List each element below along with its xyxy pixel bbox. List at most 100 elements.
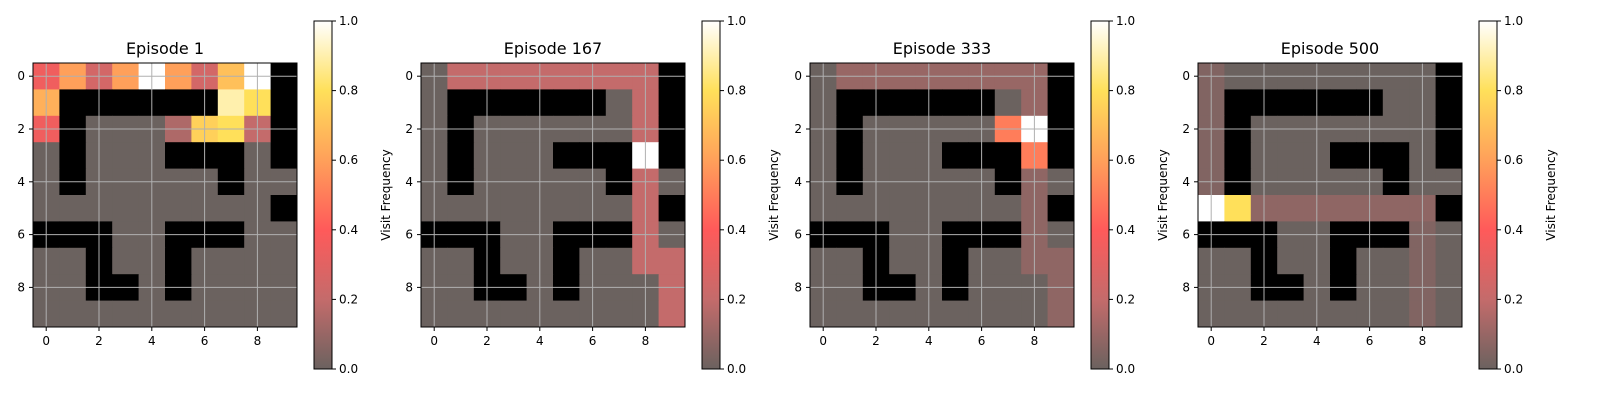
heatmap-cell [1382,89,1410,117]
heatmap-cell [217,195,245,222]
wall-cell [553,247,580,275]
heatmap-cell [112,195,140,222]
x-tick-label: 2 [872,334,880,348]
wall-cell [605,142,633,170]
wall-cell [553,142,580,170]
heatmap-cell [836,195,864,222]
wall-cell [942,142,969,170]
x-tick-label: 8 [642,334,650,348]
x-tick-label: 0 [819,334,827,348]
wall-cell [1382,142,1410,170]
heatmap-cell [1277,142,1305,170]
y-tick-label: 6 [1182,228,1190,242]
wall-cell [217,142,245,170]
y-tick-label: 0 [794,69,802,83]
wall-cell [658,142,686,170]
heatmap-cell [112,300,140,328]
heatmap-cell [270,247,298,275]
wall-cell [1047,89,1075,117]
wall-cell [1277,89,1305,117]
wall-cell [889,89,917,117]
heatmap-cell [500,142,528,170]
wall-cell [1330,247,1357,275]
y-tick-label: 6 [794,228,802,242]
heatmap-cell [447,247,475,275]
heatmap-cell [1330,300,1357,328]
colorbar-tick-label: 0.2 [727,292,746,306]
heatmap-cell [1382,247,1410,275]
heatmap-cell [994,89,1022,117]
heatmap-cell [553,195,580,222]
x-tick-label: 0 [1207,334,1215,348]
y-tick-label: 0 [1182,69,1190,83]
y-tick-label: 8 [405,280,413,294]
colorbar [701,20,721,370]
heatmap-cell [1047,247,1075,275]
y-tick-label: 2 [405,122,413,136]
wall-cell [836,142,864,170]
heatmap-cell [1224,300,1252,328]
colorbar-tick-label: 0.4 [339,223,358,237]
x-tick-label: 8 [254,334,262,348]
wall-cell [1435,142,1463,170]
panel-title: Episode 167 [504,39,602,58]
axes-frame [809,62,1075,328]
wall-cell [165,247,192,275]
heatmap-cell [1277,247,1305,275]
x-tick-label: 8 [1031,334,1039,348]
heatmap-cell [165,300,192,328]
heatmap-cell [1224,247,1252,275]
y-tick-label: 8 [17,280,25,294]
heatmap-cell [994,247,1022,275]
colorbar-label: Visit Frequency [1544,149,1558,240]
heatmap-cell [605,300,633,328]
x-tick-label: 0 [430,334,438,348]
colorbar-tick-label: 0.6 [1116,153,1135,167]
wall-cell [447,89,475,117]
heatmap-cell [1435,247,1463,275]
wall-cell [447,142,475,170]
colorbar-tick-label: 1.0 [1116,14,1135,28]
colorbar-tick-label: 0.4 [1116,223,1135,237]
heatmap-cell [605,195,633,222]
heatmap-cell [1277,300,1305,328]
wall-cell [1047,142,1075,170]
y-tick-label: 0 [405,69,413,83]
x-tick-label: 6 [978,334,986,348]
heatmap-cell [217,89,245,117]
heatmap-cell [658,300,686,328]
axes-frame [32,62,298,328]
heatmap-cell [889,300,917,328]
colorbar-tick-label: 0.2 [339,292,358,306]
x-tick-label: 4 [536,334,544,348]
heatmap-cell [165,195,192,222]
colorbar [313,20,333,370]
heatmap-cell [942,300,969,328]
wall-cell [1224,89,1252,117]
axes-frame [420,62,686,328]
wall-cell [1330,142,1357,170]
x-tick-label: 2 [95,334,103,348]
heatmap-cell [447,195,475,222]
heatmap-cell [889,247,917,275]
x-tick-label: 6 [589,334,597,348]
colorbar-tick-label: 0.6 [339,153,358,167]
wall-cell [59,142,87,170]
wall-cell [270,195,298,222]
colorbar-tick-label: 0.8 [1116,84,1135,98]
wall-cell [553,89,580,117]
colorbar-label: Visit Frequency [767,149,781,240]
wall-cell [112,89,140,117]
y-tick-label: 2 [794,122,802,136]
heatmap-cell [447,300,475,328]
wall-cell [500,89,528,117]
heatmap-cell [500,300,528,328]
wall-cell [942,89,969,117]
heatmap-cell [1047,300,1075,328]
x-tick-label: 8 [1419,334,1427,348]
wall-cell [1047,195,1075,222]
colorbar-tick-label: 0.8 [727,84,746,98]
x-tick-label: 6 [201,334,209,348]
y-tick-label: 4 [794,175,802,189]
